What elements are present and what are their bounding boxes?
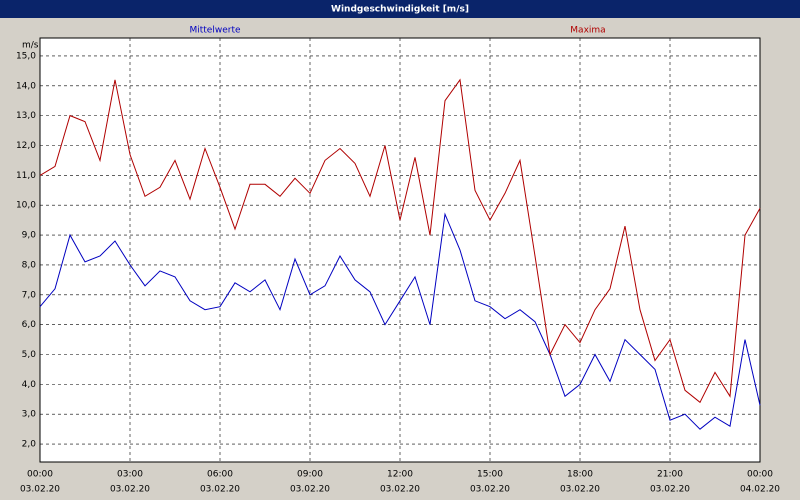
y-tick-label: 14,0: [16, 81, 36, 91]
series-line: [39, 78, 761, 404]
x-tick-label: 09:00: [297, 470, 323, 480]
title-bar: [0, 0, 800, 18]
x-tick-date: 03.02.20: [290, 485, 330, 495]
chart-title: Windgeschwindigkeit [m/s]: [331, 5, 469, 15]
y-tick-label: 11,0: [16, 171, 36, 181]
y-tick-label: 5,0: [22, 350, 37, 360]
x-tick-date: 03.02.20: [20, 485, 60, 495]
x-tick-date: 03.02.20: [560, 485, 600, 495]
x-tick-date: 03.02.20: [470, 485, 510, 495]
y-tick-label: 7,0: [22, 290, 37, 300]
y-tick-label: 9,0: [22, 231, 37, 241]
y-tick-label: 10,0: [16, 201, 36, 211]
x-tick-label: 18:00: [567, 470, 593, 480]
legend-entry: Maxima: [570, 26, 605, 36]
x-tick-date: 04.02.20: [740, 485, 780, 495]
y-tick-label: 13,0: [16, 111, 36, 121]
y-tick-label: 8,0: [22, 260, 37, 270]
x-tick-label: 12:00: [387, 470, 413, 480]
x-tick-date: 03.02.20: [380, 485, 420, 495]
x-tick-date: 03.02.20: [650, 485, 690, 495]
y-tick-label: 12,0: [16, 141, 36, 151]
x-tick-date: 03.02.20: [200, 485, 240, 495]
legend-entry: Mittelwerte: [189, 26, 240, 36]
x-tick-label: 15:00: [477, 470, 503, 480]
x-tick-label: 00:00: [27, 470, 53, 480]
y-tick-label: 6,0: [22, 320, 37, 330]
y-tick-label: 3,0: [22, 410, 37, 420]
series-line: [39, 212, 761, 430]
x-tick-label: 03:00: [117, 470, 143, 480]
y-tick-label: 2,0: [22, 440, 37, 450]
x-tick-date: 03.02.20: [110, 485, 150, 495]
x-tick-label: 06:00: [207, 470, 233, 480]
y-tick-label: 15,0: [16, 51, 36, 61]
y-tick-label: 4,0: [22, 380, 37, 390]
x-tick-label: 21:00: [657, 470, 683, 480]
y-axis-label: m/s: [22, 41, 39, 51]
x-tick-label: 00:00: [747, 470, 773, 480]
